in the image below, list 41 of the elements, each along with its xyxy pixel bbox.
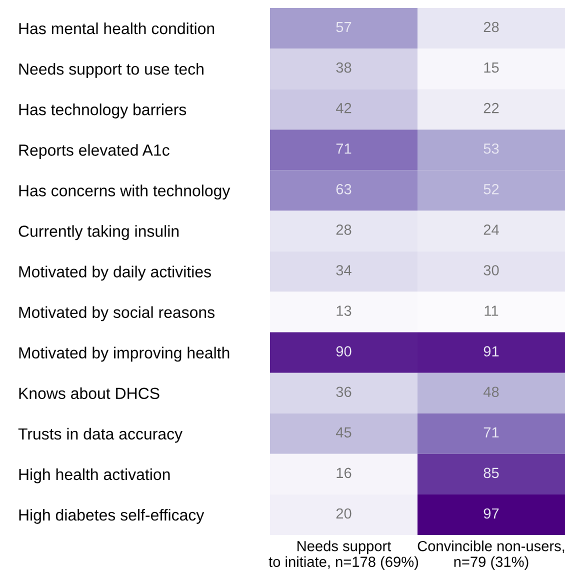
data-label: 71 — [484, 427, 499, 438]
data-label: 20 — [336, 508, 352, 519]
data-label: 34 — [336, 265, 352, 276]
y-tick-label: Knows about DHCS — [19, 387, 160, 400]
y-tick-label: Motivated by daily activities — [19, 266, 211, 281]
y-tick-label: Motivated by improving health — [19, 346, 230, 362]
y-tick-label: High diabetes self-efficacy — [19, 508, 204, 524]
data-label: 13 — [336, 306, 352, 316]
y-tick-label: Has concerns with technology — [19, 184, 230, 200]
data-label: 30 — [484, 265, 499, 276]
data-label: 48 — [483, 386, 499, 398]
data-label: 90 — [336, 346, 352, 356]
y-tick-label: High health activation — [19, 468, 170, 484]
data-label: 57 — [336, 22, 352, 32]
y-tick-label: Motivated by social reasons — [19, 306, 215, 322]
data-label: 28 — [336, 224, 352, 235]
data-label: 97 — [484, 508, 499, 519]
data-label: 53 — [484, 143, 499, 154]
data-label: 71 — [336, 144, 352, 154]
y-tick-label: Has technology barriers — [19, 104, 186, 118]
y-tick-label: Trusts in data accuracy — [18, 428, 182, 443]
y-tick-label: Currently taking insulin — [18, 225, 179, 240]
data-label: 24 — [484, 224, 499, 235]
data-label: 11 — [484, 306, 498, 316]
data-label: 42 — [336, 102, 352, 114]
data-label: 38 — [336, 62, 352, 73]
y-tick-label: Needs support to use tech — [19, 63, 204, 78]
data-label: 36 — [336, 386, 352, 398]
x-tick-label: Convincible non-users, n=79 (31%) — [418, 540, 564, 570]
data-label: 15 — [484, 62, 499, 73]
y-tick-label: Reports elevated A1c — [19, 144, 170, 159]
data-label: 16 — [336, 468, 352, 478]
data-label: 45 — [336, 427, 352, 438]
data-label: 28 — [484, 22, 499, 32]
data-label: 85 — [484, 468, 499, 478]
data-label: 22 — [484, 102, 499, 114]
data-label: 63 — [336, 184, 352, 194]
y-tick-label: Has mental health condition — [19, 22, 214, 34]
data-label: 52 — [484, 184, 499, 194]
data-label: 91 — [484, 346, 499, 356]
x-tick-label: Needs support to initiate, n=178 (69%) — [268, 540, 418, 570]
